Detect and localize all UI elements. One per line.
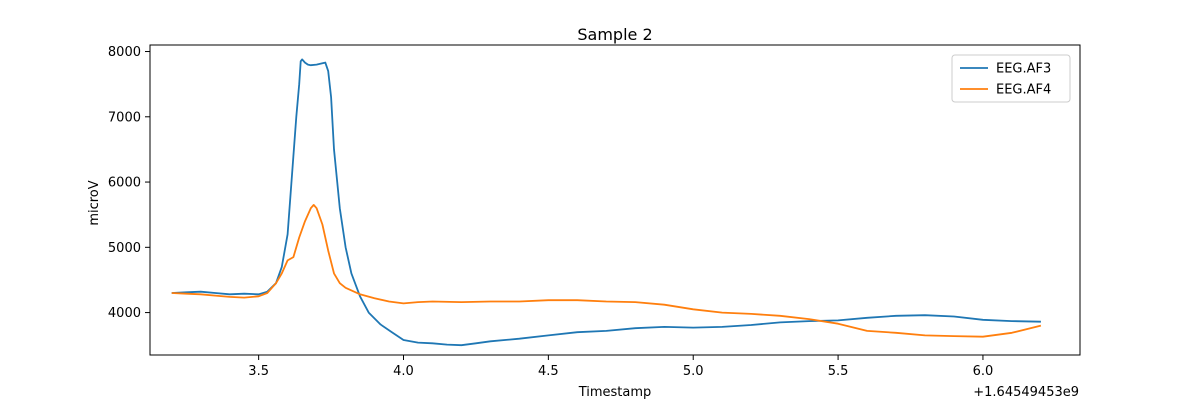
x-axis-label: Timestamp: [578, 385, 652, 400]
legend-entry-0: EEG.AF3: [996, 62, 1051, 77]
y-axis-label: microV: [87, 180, 102, 225]
y-tick-label: 5000: [108, 241, 141, 256]
x-tick-label: 3.5: [248, 364, 269, 379]
legend: EEG.AF3 EEG.AF4: [951, 54, 1071, 103]
x-tick-label: 5.5: [828, 364, 849, 379]
y-tick-label: 7000: [108, 110, 141, 125]
x-axis: 3.5 4.0 4.5 5.0 5.5 6.0: [248, 355, 993, 379]
x-tick-label: 5.0: [683, 364, 704, 379]
chart-title: Sample 2: [577, 25, 652, 44]
plot-frame: [149, 44, 1081, 356]
x-tick-label: 4.5: [538, 364, 559, 379]
plot-area: [149, 44, 1081, 356]
series-line-1: [171, 204, 1042, 338]
legend-entry-1: EEG.AF4: [996, 83, 1051, 98]
x-axis-offset-label: +1.64549453e9: [973, 385, 1079, 400]
y-axis: 4000 5000 6000 7000 8000: [108, 45, 150, 321]
y-tick-label: 6000: [108, 176, 141, 191]
y-tick-label: 4000: [108, 306, 141, 321]
x-tick-label: 4.0: [393, 364, 414, 379]
legend-box: [951, 54, 1071, 103]
y-tick-label: 8000: [108, 45, 141, 60]
series-line-0: [171, 58, 1041, 347]
x-tick-label: 6.0: [973, 364, 994, 379]
